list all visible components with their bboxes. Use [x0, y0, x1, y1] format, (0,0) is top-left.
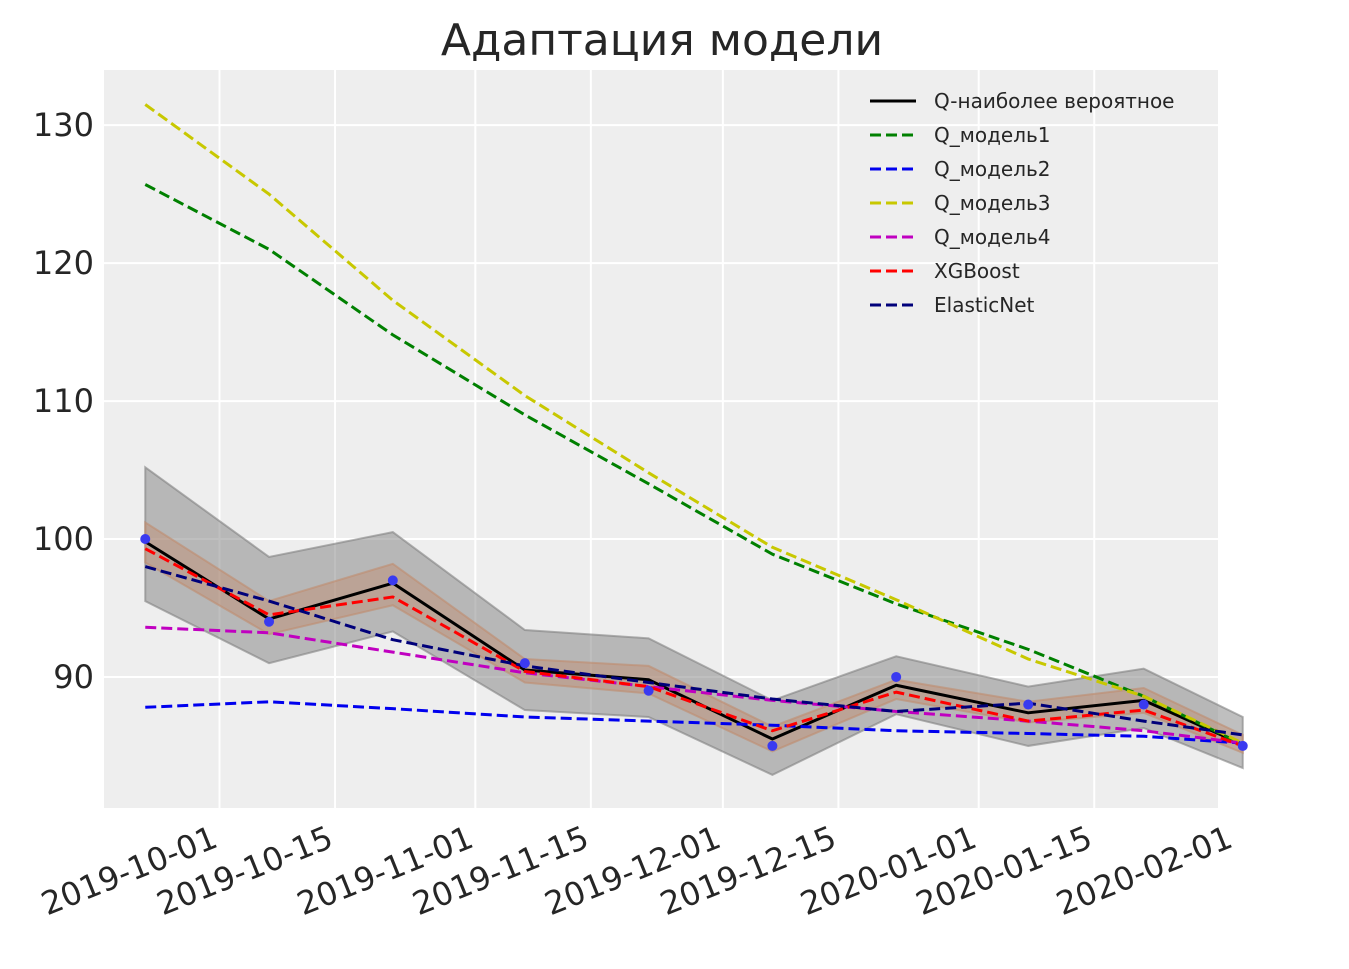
legend-label: Q_модель4	[934, 225, 1051, 249]
legend-label: ElasticNet	[934, 293, 1035, 317]
observed-point	[140, 534, 151, 545]
legend-label: Q_модель2	[934, 157, 1051, 181]
y-tick-label: 110	[33, 382, 94, 420]
chart-title: Адаптация модели	[441, 15, 883, 66]
y-tick-label: 90	[53, 658, 94, 696]
y-tick-label: 130	[33, 106, 94, 144]
observed-point	[767, 740, 778, 751]
legend-label: Q_модель3	[934, 191, 1051, 215]
series-line	[144, 540, 1244, 746]
observed-points	[140, 534, 1248, 751]
legend: Q-наиболее вероятное Q_модель1 Q_модель2 Q_…	[870, 89, 1175, 317]
series-line	[144, 183, 1244, 746]
series-line	[144, 565, 1243, 737]
observed-point	[1023, 699, 1034, 710]
legend-label: Q_модель1	[934, 123, 1051, 147]
series-line	[145, 700, 1243, 745]
observed-point	[1237, 740, 1248, 751]
series-line	[145, 625, 1243, 745]
series-line	[144, 103, 1244, 745]
y-tick-label: 120	[33, 244, 94, 282]
observed-point	[1138, 699, 1149, 710]
observed-point	[891, 671, 902, 682]
legend-label: XGBoost	[934, 259, 1020, 283]
x-axis-ticks: 2019-10-012019-10-152019-11-012019-11-15…	[36, 818, 1238, 923]
confidence-band	[144, 520, 1244, 755]
y-axis-ticks: 90 100 110 120 130	[33, 106, 94, 696]
observed-point	[643, 685, 654, 696]
y-tick-label: 100	[33, 520, 94, 558]
series-lines	[144, 103, 1244, 748]
observed-point	[387, 575, 398, 586]
observed-point	[519, 658, 530, 669]
series-line	[144, 547, 1244, 748]
observed-point	[264, 616, 275, 627]
legend-label: Q-наиболее вероятное	[934, 89, 1175, 113]
